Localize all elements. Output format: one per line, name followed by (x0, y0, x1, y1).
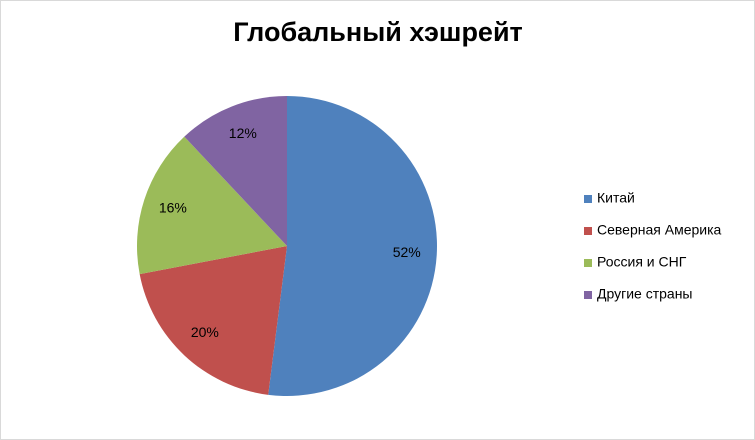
chart-title: Глобальный хэшрейт (233, 17, 523, 47)
legend-swatch (584, 195, 592, 203)
legend-label: Другие страны (597, 286, 693, 302)
data-label: 12% (229, 125, 257, 141)
data-label: 52% (393, 244, 421, 260)
pie-slice (139, 246, 287, 395)
data-label: 20% (191, 324, 219, 340)
pie-slice (137, 136, 287, 275)
pie-slice (268, 96, 437, 396)
legend-swatch (584, 291, 592, 299)
legend-label: Россия и СНГ (597, 254, 687, 270)
legend-swatch (584, 259, 592, 267)
data-label: 16% (159, 200, 187, 216)
pie-slice (184, 96, 287, 246)
legend-swatch (584, 227, 592, 235)
legend-label: Северная Америка (597, 222, 722, 238)
legend-label: Китай (597, 190, 635, 206)
